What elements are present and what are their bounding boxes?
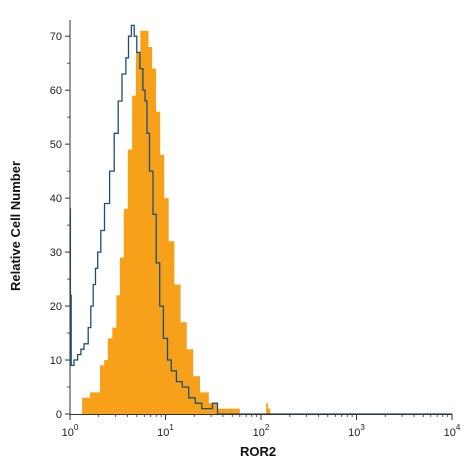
x-axis-ticks: 100 101 102 103 104 xyxy=(62,414,461,439)
x-tick-label: 101 xyxy=(157,423,174,439)
outline-histogram-series xyxy=(69,24,452,415)
y-tick-label: 0 xyxy=(56,409,62,421)
y-axis-ticks: 0 10 20 30 40 50 60 70 xyxy=(50,31,70,421)
y-tick-label: 50 xyxy=(50,139,62,151)
x-axis-title: ROR2 xyxy=(240,444,276,459)
y-axis-title: Relative Cell Number xyxy=(8,161,23,291)
plot-series xyxy=(69,24,452,415)
x-tick-label: 103 xyxy=(348,423,365,439)
x-tick-label: 104 xyxy=(444,423,461,439)
y-tick-label: 70 xyxy=(50,31,62,43)
y-tick-label: 30 xyxy=(50,247,62,259)
x-tick-label: 102 xyxy=(253,423,270,439)
y-tick-label: 40 xyxy=(50,193,62,205)
y-tick-label: 10 xyxy=(50,355,62,367)
filled-histogram-series xyxy=(70,30,452,415)
y-tick-label: 60 xyxy=(50,85,62,97)
x-tick-label: 100 xyxy=(62,423,79,439)
y-tick-label: 20 xyxy=(50,301,62,313)
